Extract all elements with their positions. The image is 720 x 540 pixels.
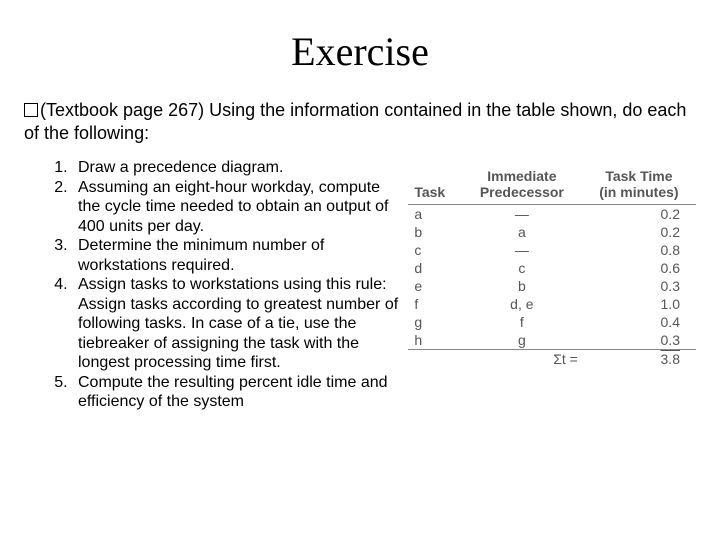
- list-item: Determine the minimum number of workstat…: [72, 236, 400, 275]
- table-column: Task Immediate Predecessor Task Time (in…: [400, 158, 696, 368]
- steps-list: Draw a precedence diagram. Assuming an e…: [44, 158, 400, 412]
- table-row: gf0.4: [408, 313, 696, 331]
- table-row: fd, e1.0: [408, 295, 696, 313]
- sum-value: 3.8: [582, 350, 696, 369]
- table-row: eb0.3: [408, 277, 696, 295]
- table-row: c—0.8: [408, 241, 696, 259]
- table-header-row: Task Immediate Predecessor Task Time (in…: [408, 166, 696, 205]
- table-row: a—0.2: [408, 205, 696, 224]
- task-table: Task Immediate Predecessor Task Time (in…: [408, 166, 696, 368]
- list-item: Assign tasks to workstations using this …: [72, 275, 400, 373]
- col-time: Task Time (in minutes): [582, 166, 696, 205]
- intro-paragraph: (Textbook page 267) Using the informatio…: [24, 99, 696, 144]
- steps-column: Draw a precedence diagram. Assuming an e…: [24, 158, 400, 412]
- col-task: Task: [408, 166, 462, 205]
- intro-text: (Textbook page 267) Using the informatio…: [24, 100, 686, 143]
- table-sum-row: Σt = 3.8: [408, 350, 696, 369]
- table-row: dc0.6: [408, 259, 696, 277]
- list-item: Assuming an eight-hour workday, compute …: [72, 178, 400, 237]
- content-row: Draw a precedence diagram. Assuming an e…: [24, 158, 696, 412]
- list-item: Compute the resulting percent idle time …: [72, 373, 400, 412]
- table-row: hg0.3: [408, 331, 696, 350]
- sum-label: Σt =: [462, 350, 582, 369]
- col-pred: Immediate Predecessor: [462, 166, 582, 205]
- table-row: ba0.2: [408, 223, 696, 241]
- slide-title: Exercise: [24, 28, 696, 75]
- list-item: Draw a precedence diagram.: [72, 158, 400, 178]
- bullet-glyph: [24, 103, 38, 117]
